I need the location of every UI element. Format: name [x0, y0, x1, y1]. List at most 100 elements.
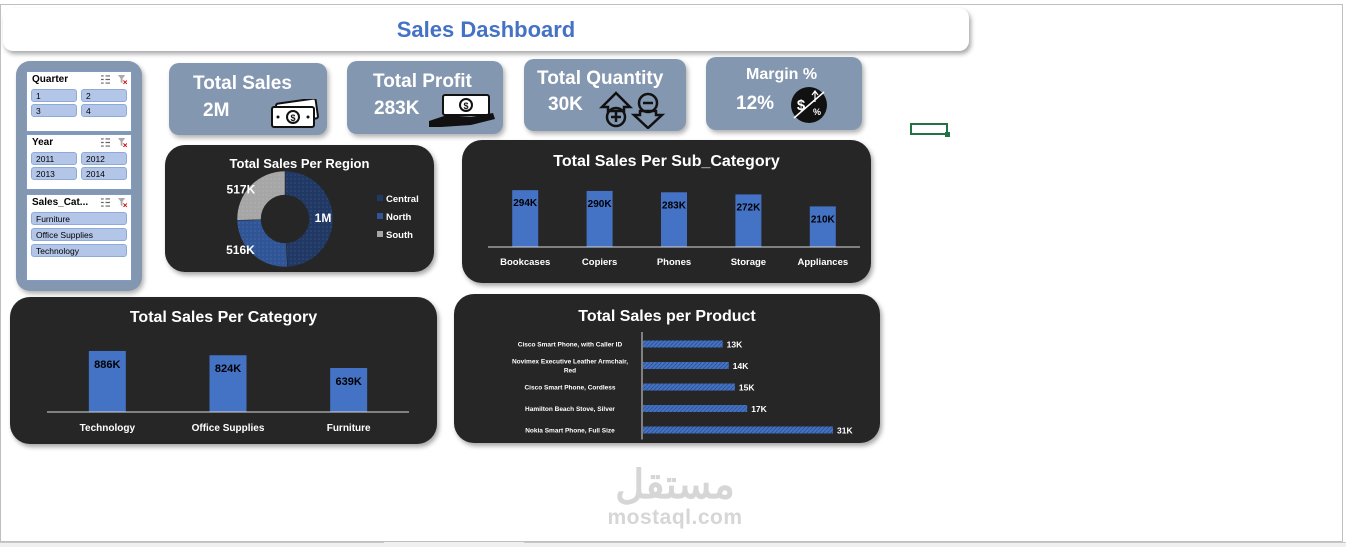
year-slicer[interactable]: Year 2011 2012 2013 2014: [26, 134, 132, 190]
watermark-arabic: مستقل: [615, 463, 735, 507]
legend-swatch-north: [377, 213, 383, 219]
product-data-label: 14K: [733, 361, 749, 371]
svg-text:$: $: [290, 113, 295, 123]
region-slice-central[interactable]: [284, 170, 334, 268]
quarter-item-2[interactable]: 2: [81, 89, 127, 102]
category-axis-label: Storage: [731, 257, 766, 268]
category-item-technology[interactable]: Technology: [31, 244, 127, 257]
clear-filter-icon[interactable]: [118, 138, 127, 147]
category-item-furniture[interactable]: Furniture: [31, 212, 127, 225]
kpi-margin[interactable]: Margin % 12% $ %: [706, 57, 862, 130]
bar-copiers[interactable]: [586, 190, 613, 247]
legend-label-north: North: [386, 212, 412, 223]
product-bar[interactable]: [643, 383, 735, 391]
bar-appliances[interactable]: [809, 206, 836, 247]
product-bar[interactable]: [643, 426, 833, 434]
category-slicer[interactable]: Sales_Cat... Furniture Office Supplies Tec…: [26, 194, 132, 281]
worksheet-area: [0, 4, 1343, 542]
region-slice-south[interactable]: [236, 170, 286, 221]
quarter-slicer-title: Quarter: [32, 74, 69, 85]
multi-select-icon[interactable]: [101, 198, 110, 207]
region-donut-chart: 1M 516K 517K Central North South: [226, 170, 419, 268]
year-item-2014[interactable]: 2014: [81, 167, 127, 180]
category-slicer-title: Sales_Cat...: [32, 197, 89, 208]
category-axis-label: Phones: [657, 257, 691, 268]
dollar-percent-icon: $ %: [791, 87, 827, 123]
svg-text:$: $: [797, 97, 806, 114]
plus-minus-icon: [598, 91, 666, 129]
subcategory-bar-chart: 294K Bookcases 290K Copiers 283K Phones 272K St…: [488, 190, 860, 268]
dashboard-title-box[interactable]: Sales Dashboard: [3, 8, 969, 51]
year-item-2012[interactable]: 2012: [81, 152, 127, 165]
kpi-quantity-label: Total Quantity: [537, 68, 664, 89]
quarter-item-1[interactable]: 1: [31, 89, 77, 102]
category-axis-label: Copiers: [582, 257, 617, 268]
kpi-sales-value: 2M: [203, 100, 230, 121]
year-slicer-title: Year: [32, 137, 54, 148]
kpi-profit-label: Total Profit: [373, 71, 472, 92]
clear-filter-icon[interactable]: [118, 198, 127, 207]
product-chart-panel[interactable]: Total Sales per Product 13K Cisco Smart P…: [454, 294, 880, 443]
category-item-office-supplies[interactable]: Office Supplies: [31, 228, 127, 241]
bar-data-label: 886K: [94, 359, 120, 371]
bar-storage[interactable]: [735, 194, 762, 247]
year-item-2013[interactable]: 2013: [31, 167, 77, 180]
bar-data-label: 272K: [736, 202, 761, 213]
sheet-scroll-bar[interactable]: [0, 542, 1346, 547]
region-chart-title: Total Sales Per Region: [229, 156, 370, 171]
svg-text:$: $: [463, 101, 468, 111]
watermark-latin: mostaql.com: [607, 506, 743, 529]
product-data-label: 31K: [837, 426, 853, 436]
region-data-label: 516K: [226, 243, 255, 257]
year-item-2011[interactable]: 2011: [31, 152, 77, 165]
bar-data-label: 824K: [215, 363, 241, 375]
category-items: Furniture Office Supplies Technology: [27, 211, 131, 260]
bar-technology[interactable]: [88, 350, 126, 412]
fill-handle[interactable]: [945, 132, 950, 137]
kpi-total-sales[interactable]: Total Sales 2M $: [169, 63, 327, 135]
bar-bookcases[interactable]: [512, 190, 539, 247]
subcategory-chart-panel[interactable]: Total Sales Per Sub_Category 294K Bookcas…: [462, 140, 871, 283]
multi-select-icon[interactable]: [101, 75, 110, 84]
selected-cell[interactable]: [910, 123, 950, 137]
region-data-label: 1M: [315, 211, 332, 225]
svg-text:%: %: [813, 107, 821, 117]
year-items: 2011 2012 2013 2014: [27, 151, 131, 183]
region-chart-panel[interactable]: Total Sales Per Region 1M 516K 517K Central…: [165, 145, 434, 272]
kpi-profit-value: 283K: [374, 98, 420, 119]
money-icon: $: [271, 99, 319, 128]
product-bar[interactable]: [643, 340, 723, 348]
category-chart-panel[interactable]: Total Sales Per Category 886K Technology 8…: [10, 297, 437, 444]
product-bar[interactable]: [643, 405, 748, 412]
bar-data-label: 294K: [513, 198, 538, 209]
clear-filter-icon[interactable]: [118, 75, 127, 84]
product-axis-label: Novimex Executive Leather Armchair, Red: [512, 359, 628, 375]
quarter-item-3[interactable]: 3: [31, 104, 77, 117]
kpi-total-quantity[interactable]: Total Quantity 30K: [524, 59, 686, 131]
quarter-item-4[interactable]: 4: [81, 104, 127, 117]
category-axis-label: Furniture: [327, 423, 371, 434]
bar-furniture[interactable]: [330, 367, 368, 412]
product-bar[interactable]: [643, 362, 729, 369]
bar-data-label: 210K: [811, 214, 836, 225]
product-chart-title: Total Sales per Product: [578, 308, 756, 325]
legend-label-south: South: [386, 230, 413, 241]
kpi-total-profit[interactable]: Total Profit 283K $: [347, 61, 503, 134]
product-axis-label: Cisco Smart Phone, Cordless: [524, 385, 615, 392]
multi-select-icon[interactable]: [101, 138, 110, 147]
product-data-label: 17K: [751, 404, 767, 414]
product-data-label: 15K: [739, 383, 755, 393]
bar-phones[interactable]: [661, 192, 687, 247]
kpi-quantity-value: 30K: [548, 94, 583, 115]
bar-office-supplies[interactable]: [209, 355, 247, 412]
category-axis-label: Office Supplies: [192, 423, 265, 434]
product-axis-label: Hamilton Beach Stove, Silver: [525, 406, 615, 413]
product-axis-label: Nokia Smart Phone, Full Size: [525, 428, 615, 435]
product-axis-label: Cisco Smart Phone, with Caller ID: [518, 342, 623, 349]
kpi-sales-label: Total Sales: [193, 73, 292, 94]
category-chart-title: Total Sales Per Category: [129, 309, 318, 326]
kpi-margin-label: Margin %: [746, 66, 818, 83]
